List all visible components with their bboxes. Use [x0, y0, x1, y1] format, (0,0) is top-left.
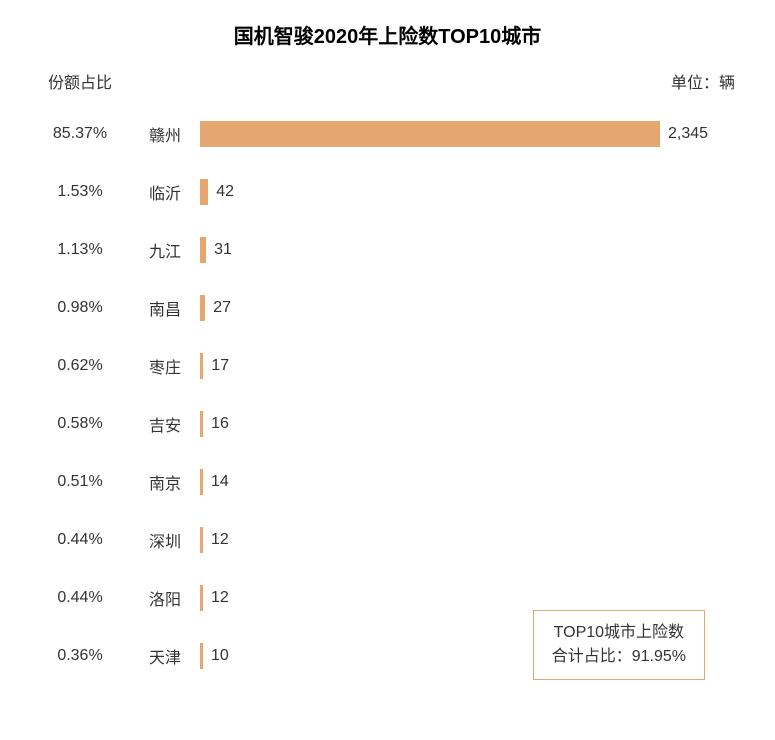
share-value: 0.58%: [30, 415, 130, 433]
city-label: 洛阳: [130, 586, 200, 610]
bar: [200, 469, 203, 495]
chart-row: 1.13%九江 31: [30, 221, 745, 279]
city-label: 天津: [130, 644, 200, 668]
share-value: 0.36%: [30, 647, 130, 665]
city-label: 南昌: [130, 296, 200, 320]
bar-area: 31: [200, 237, 745, 263]
city-label: 枣庄: [130, 354, 200, 378]
share-value: 85.37%: [30, 125, 130, 143]
chart-row: 0.58%吉安 16: [30, 395, 745, 453]
bar: [200, 585, 203, 611]
summary-line-2: 合计占比：91.95%: [552, 645, 686, 669]
bar-area: 17: [200, 353, 745, 379]
bar-area: 42: [200, 179, 745, 205]
bar-value: 16: [211, 415, 229, 433]
chart-row: 0.62%枣庄 17: [30, 337, 745, 395]
bar-value: 17: [211, 357, 229, 375]
chart-rows: 85.37%赣州 2,345 1.53%临沂 42 1.13%九江 31 0.98%南昌 27…: [30, 105, 745, 685]
bar: [200, 179, 208, 205]
chart-row: 1.53%临沂 42: [30, 163, 745, 221]
share-value: 0.62%: [30, 357, 130, 375]
bar-area: 12: [200, 585, 745, 611]
chart-row: 85.37%赣州 2,345: [30, 105, 745, 163]
share-value: 0.98%: [30, 299, 130, 317]
chart-row: 0.98%南昌 27: [30, 279, 745, 337]
bar-area: 2,345: [200, 121, 745, 147]
city-label: 南京: [130, 470, 200, 494]
bar-area: 16: [200, 411, 745, 437]
share-value: 0.44%: [30, 589, 130, 607]
summary-line-1: TOP10城市上险数: [552, 621, 686, 645]
city-label: 深圳: [130, 528, 200, 552]
header-row: 份额占比 单位：辆: [30, 69, 745, 93]
bar-value: 12: [211, 589, 229, 607]
bar-value: 27: [213, 299, 231, 317]
bar-value: 31: [214, 241, 232, 259]
city-label: 九江: [130, 238, 200, 262]
bar-value: 10: [211, 647, 229, 665]
share-value: 1.53%: [30, 183, 130, 201]
bar-area: 14: [200, 469, 745, 495]
bar: [200, 353, 203, 379]
chart-row: 0.44%深圳 12: [30, 511, 745, 569]
share-value: 0.51%: [30, 473, 130, 491]
city-label: 临沂: [130, 180, 200, 204]
city-label: 吉安: [130, 412, 200, 436]
bar: [200, 643, 203, 669]
bar: [200, 237, 206, 263]
unit-header: 单位：辆: [671, 69, 745, 93]
share-value: 0.44%: [30, 531, 130, 549]
bar-value: 42: [216, 183, 234, 201]
bar: [200, 121, 660, 147]
bar-value: 2,345: [668, 125, 708, 143]
bar: [200, 295, 205, 321]
chart-title: 国机智骏2020年上险数TOP10城市: [30, 20, 745, 49]
chart-row: 0.51%南京 14: [30, 453, 745, 511]
share-header: 份额占比: [30, 69, 130, 93]
bar: [200, 411, 203, 437]
bar-value: 14: [211, 473, 229, 491]
share-value: 1.13%: [30, 241, 130, 259]
bar: [200, 527, 203, 553]
bar-area: 12: [200, 527, 745, 553]
bar-area: 27: [200, 295, 745, 321]
bar-value: 12: [211, 531, 229, 549]
city-label: 赣州: [130, 122, 200, 146]
summary-box: TOP10城市上险数 合计占比：91.95%: [533, 610, 705, 680]
